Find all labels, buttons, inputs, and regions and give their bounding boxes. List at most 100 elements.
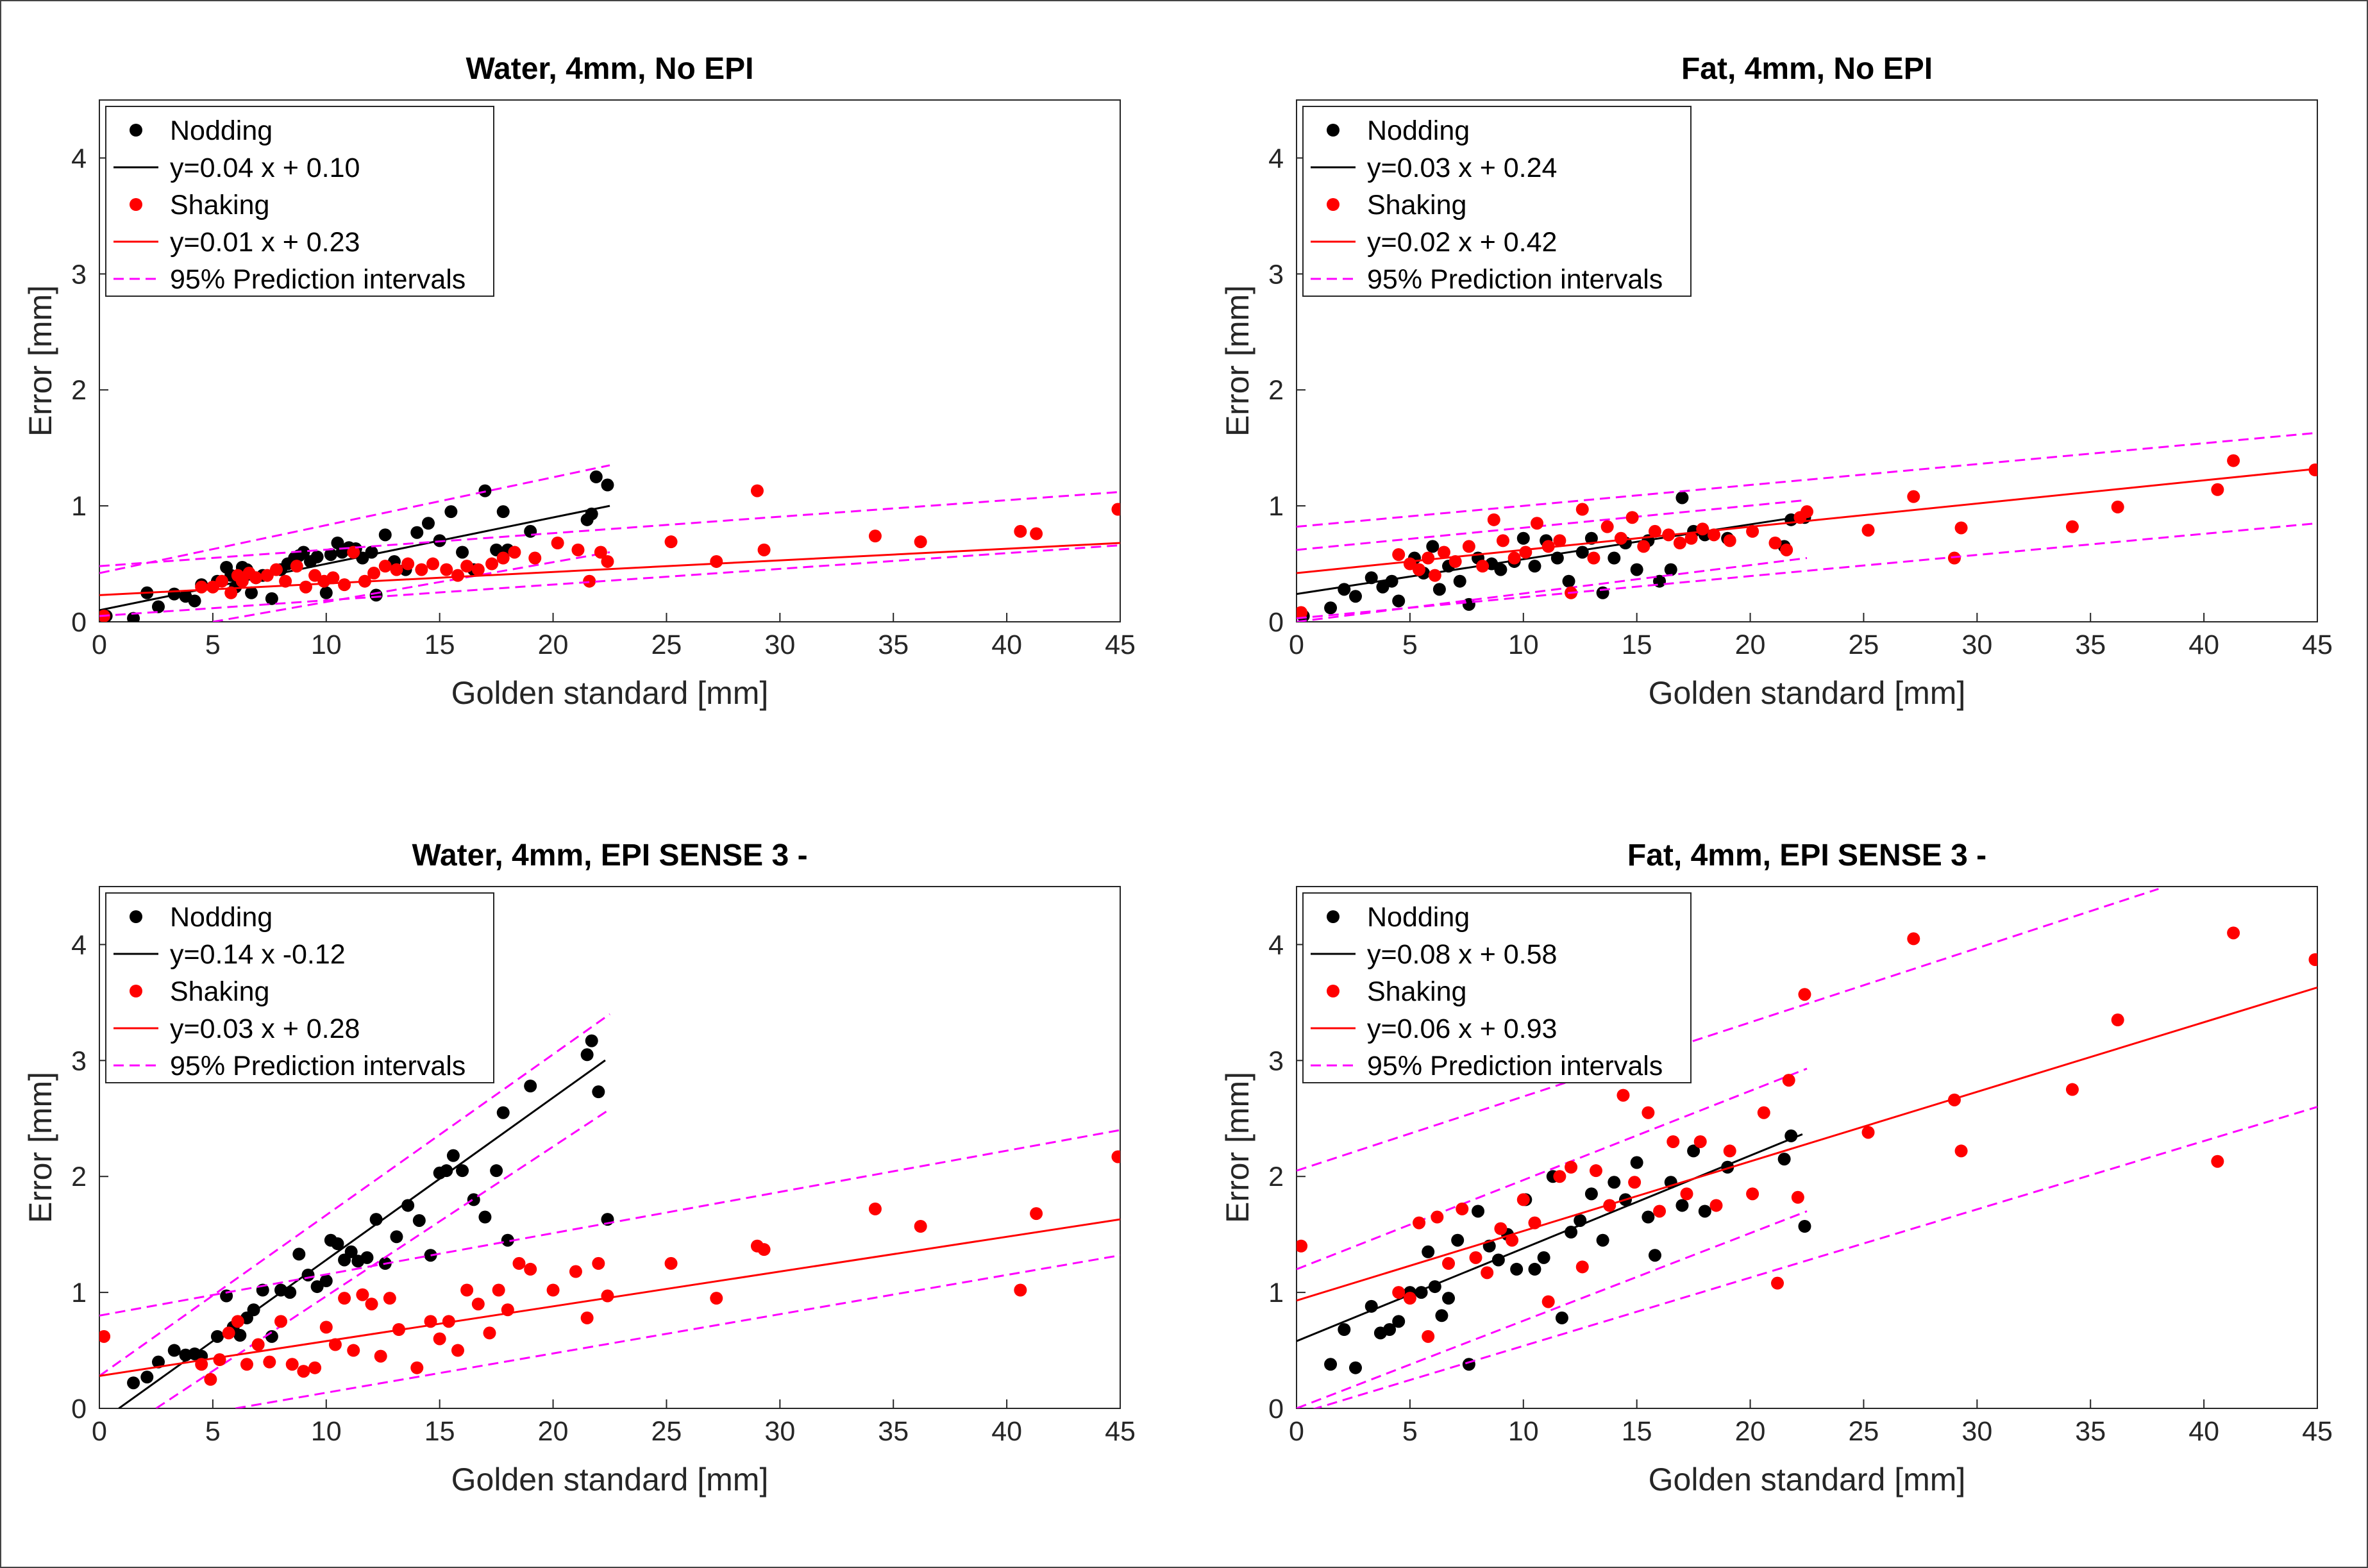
legend-nodding-marker [130,124,142,137]
y-tick-label: 2 [71,375,87,406]
chart-panel-3: Water, 4mm, EPI SENSE 3 -0 5 10 15 20 25 30 35 4… [22,838,1136,1497]
shaking-point [1476,560,1490,573]
legend-shaking-label: Shaking [170,190,269,221]
shaking-point [367,567,381,580]
x-tick-label: 0 [92,630,107,660]
shaking-point [1516,1193,1530,1206]
y-axis-label: Error [mm] [22,285,58,437]
nodding-point [1392,1315,1406,1328]
nodding-point [1516,531,1530,545]
shaking-point [390,563,403,576]
legend-box [105,892,494,1083]
x-tick-label: 25 [1849,630,1879,660]
legend-shaking-label: Shaking [1367,190,1466,221]
shaking-point [1907,932,1920,946]
shaking-point [1782,1074,1795,1087]
shaking-point [1723,1144,1736,1158]
shaking-point [2111,1013,2124,1027]
nodding-prediction-lower [1297,1210,1808,1408]
nodding-point [245,586,258,599]
x-tick-label: 40 [2188,1416,2219,1447]
x-tick-label: 5 [1402,630,1418,660]
shaking-prediction-upper [1297,888,2159,1172]
nodding-point [589,470,603,483]
shaking-point [410,1361,424,1374]
shaking-point [664,535,678,549]
shaking-point [1684,531,1698,545]
x-tick-label: 15 [424,630,455,660]
shaking-point [483,1326,496,1340]
nodding-fit-line [1297,1133,1803,1342]
shaking-point [2227,454,2240,467]
shaking-point [297,1365,310,1378]
shaking-point [1637,540,1650,553]
x-tick-label: 45 [2302,630,2333,660]
nodding-point [233,1329,247,1342]
nodding-point [319,586,333,599]
y-tick-label: 2 [1268,375,1284,406]
legend-prediction-intervals-label: 95% Prediction intervals [170,1051,466,1081]
nodding-point [1565,1226,1578,1239]
shaking-point [1801,505,1813,519]
nodding-prediction-upper [1297,499,1808,551]
shaking-point [580,1311,594,1324]
nodding-point [1630,1156,1643,1169]
shaking-point [1723,534,1736,547]
shaking-point [415,563,428,576]
shaking-point [1111,1150,1120,1163]
shaking-point [1431,1210,1444,1224]
nodding-point [467,1193,480,1206]
nodding-point [344,1245,358,1258]
x-tick-label: 40 [991,630,1022,660]
nodding-point [1555,1311,1568,1324]
shaking-point [1428,569,1441,582]
shaking-point [1456,1202,1469,1215]
plot-data [1297,888,2317,1408]
shaking-point [269,563,283,576]
y-tick-label: 2 [71,1162,87,1192]
shaking-point [1413,563,1426,576]
legend-shaking-fit-label: y=0.03 x + 0.28 [170,1013,360,1044]
nodding-point [1798,1220,1811,1233]
shaking-point [1614,531,1627,545]
x-tick-label: 40 [2188,630,2219,660]
nodding-point [310,1280,324,1294]
shaking-point [401,557,415,571]
nodding-prediction-lower [155,1108,610,1408]
x-tick-label: 30 [1961,1416,1992,1447]
shaking-point [1111,503,1120,516]
shaking-point [204,1372,217,1386]
x-tick-label: 35 [878,1416,909,1447]
x-tick-label: 0 [1289,630,1304,660]
shaking-point [1422,1330,1435,1343]
shaking-point [1589,1164,1602,1178]
nodding-point [365,546,378,559]
shaking-fit-line [99,542,1120,596]
shaking-point [374,1349,387,1363]
nodding-prediction-upper [99,1013,610,1377]
shaking-point [1625,511,1639,524]
nodding-point [390,1230,403,1244]
shaking-point [451,1344,464,1357]
shaking-point [1030,1207,1043,1221]
shaking-point [1413,1216,1426,1230]
shaking-point [1565,1160,1578,1174]
shaking-point [1771,1276,1784,1290]
x-tick-label: 45 [2302,1416,2333,1447]
shaking-point [1757,1106,1770,1119]
nodding-point [1784,1129,1798,1142]
nodding-point [440,1164,453,1178]
shaking-point [195,580,208,594]
nodding-point [410,526,424,539]
nodding-point [1537,1251,1550,1264]
legend: Nodding y=0.14 x -0.12 Shaking y=0.03 x + 0… [105,892,494,1083]
y-tick-label: 0 [1268,1394,1284,1424]
shaking-point [496,551,510,565]
shaking-point [1648,524,1661,538]
shaking-point [222,1326,235,1340]
shaking-point [1531,517,1544,530]
shaking-point [551,536,564,549]
nodding-point [490,1164,503,1178]
y-tick-label: 3 [71,259,87,290]
x-tick-label: 30 [1961,630,1992,660]
